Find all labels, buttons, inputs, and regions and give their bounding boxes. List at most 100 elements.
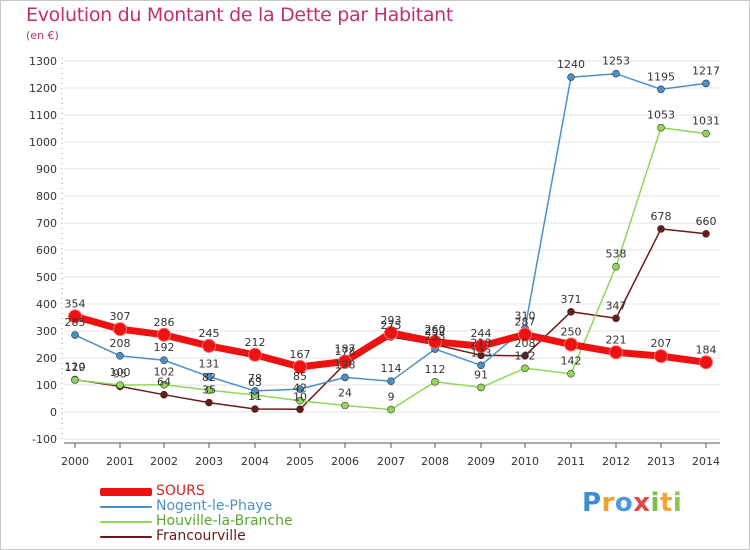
- legend-label: Houville-la-Branche: [156, 513, 293, 529]
- y-tick-label: 700: [36, 217, 57, 230]
- logo-letter: i: [672, 488, 683, 518]
- data-label: 208: [110, 337, 131, 350]
- x-tick-label: 2006: [331, 455, 359, 468]
- data-point-houville-la-branche: [431, 377, 439, 386]
- data-label: 660: [696, 215, 717, 228]
- data-point-houville-la-branche: [341, 401, 349, 410]
- data-point-sours: [293, 359, 307, 374]
- logo-letter: P: [582, 488, 602, 518]
- y-tick-label: 0: [50, 406, 57, 419]
- data-label: 1217: [692, 64, 720, 77]
- data-label: 208: [515, 337, 536, 350]
- x-tick-label: 2000: [61, 455, 89, 468]
- x-tick-label: 2014: [692, 455, 720, 468]
- x-tick-label: 2010: [511, 455, 539, 468]
- data-label: 347: [606, 299, 627, 312]
- y-tick-label: 600: [36, 244, 57, 257]
- data-label: 538: [606, 248, 627, 261]
- data-label: 114: [381, 362, 402, 375]
- data-point-nogent-le-phaye: [567, 73, 575, 81]
- y-tick-label: 1100: [29, 109, 57, 122]
- y-tick-label: 900: [36, 163, 57, 176]
- data-label: 1253: [602, 55, 630, 68]
- data-label: 212: [245, 336, 266, 349]
- data-point-houville-la-branche: [612, 262, 620, 271]
- data-label: 91: [474, 368, 488, 381]
- data-point-nogent-le-phaye: [702, 79, 710, 88]
- data-label: 252: [425, 325, 446, 338]
- chart-legend: SOURS Nogent-le-Phaye Houville-la-Branche F…: [100, 484, 360, 546]
- y-tick-label: 800: [36, 190, 57, 203]
- data-label: 192: [154, 341, 175, 354]
- y-tick-label: 500: [36, 271, 57, 284]
- logo-letter: r: [601, 488, 615, 518]
- x-tick-label: 2004: [241, 455, 269, 468]
- data-label: 112: [425, 363, 446, 376]
- data-point-nogent-le-phaye: [205, 372, 213, 381]
- data-label: 221: [606, 333, 627, 346]
- x-tick-label: 2007: [377, 455, 405, 468]
- data-label: 207: [651, 337, 672, 350]
- data-label: 42: [293, 382, 307, 395]
- data-label: 184: [696, 343, 717, 356]
- legend-label: Francourville: [156, 528, 246, 544]
- data-point-houville-la-branche: [477, 383, 485, 392]
- y-tick-label: 100: [36, 379, 57, 392]
- data-label: 1031: [692, 115, 720, 128]
- data-point-francourville: [521, 351, 529, 360]
- data-label: 173: [471, 346, 492, 359]
- data-label: 293: [381, 314, 402, 327]
- data-label: 187: [335, 343, 356, 356]
- data-point-nogent-le-phaye: [116, 351, 124, 360]
- data-point-nogent-le-phaye: [612, 69, 620, 78]
- data-label: 10: [293, 390, 307, 403]
- data-point-sours: [113, 322, 127, 337]
- data-label: 142: [561, 355, 582, 368]
- data-label: 9: [388, 391, 395, 404]
- data-label: 210: [471, 336, 492, 349]
- data-point-francourville: [296, 405, 304, 414]
- data-label: 119: [65, 361, 86, 374]
- data-label: 78: [248, 372, 262, 385]
- data-point-houville-la-branche: [702, 129, 710, 138]
- logo-letter: o: [614, 488, 634, 518]
- data-point-sours: [157, 327, 171, 342]
- data-label: 1240: [557, 58, 585, 71]
- chart-title: Evolution du Montant de la Dette par Hab…: [26, 4, 454, 26]
- legend-label: Nogent-le-Phaye: [156, 498, 273, 514]
- data-point-houville-la-branche: [160, 380, 168, 389]
- data-label: 233: [425, 330, 446, 343]
- data-label: 244: [471, 327, 492, 340]
- data-label: 162: [515, 349, 536, 362]
- data-label: 85: [293, 370, 307, 383]
- x-tick-label: 2009: [467, 455, 495, 468]
- data-point-sours: [338, 354, 352, 369]
- data-label: 286: [154, 316, 175, 329]
- data-point-houville-la-branche: [205, 386, 213, 394]
- data-point-houville-la-branche: [71, 376, 79, 384]
- data-point-francourville: [205, 398, 213, 407]
- legend-item: SOURS: [100, 484, 360, 499]
- logo-letter: t: [659, 488, 673, 518]
- legend-label: SOURS: [156, 483, 205, 499]
- data-point-nogent-le-phaye: [71, 331, 79, 339]
- data-point-francourville: [251, 405, 259, 413]
- data-label: 82: [202, 371, 216, 384]
- data-point-francourville: [160, 390, 168, 399]
- y-tick-label: -100: [32, 433, 57, 446]
- data-point-houville-la-branche: [567, 369, 575, 378]
- data-point-sours: [428, 334, 442, 349]
- x-tick-label: 2012: [602, 455, 630, 468]
- y-tick-label: 400: [36, 298, 57, 311]
- x-tick-label: 2002: [150, 455, 178, 468]
- data-point-francourville: [612, 314, 620, 323]
- data-point-houville-la-branche: [387, 405, 395, 414]
- data-point-sours: [518, 327, 532, 342]
- data-point-francourville: [567, 307, 575, 316]
- data-point-sours: [564, 337, 578, 352]
- data-point-sours: [202, 338, 216, 353]
- logo-letter: i: [650, 488, 660, 518]
- data-label: 678: [651, 210, 672, 223]
- data-point-sours: [609, 345, 623, 360]
- data-point-houville-la-branche: [116, 381, 124, 389]
